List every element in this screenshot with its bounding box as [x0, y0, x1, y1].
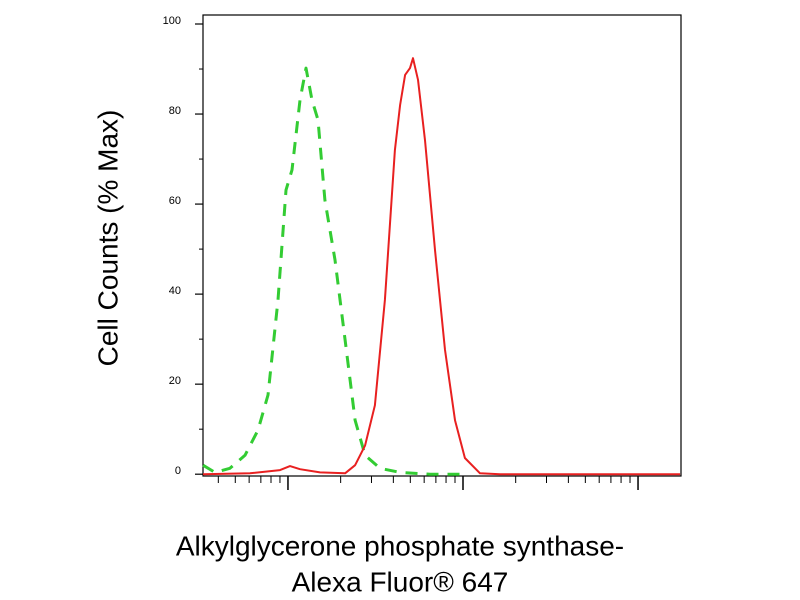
y-tick-label: 20: [169, 375, 181, 387]
x-axis-title: Alexa Fluor® 647: [292, 566, 509, 597]
y-axis-title: Cell Counts (% Max): [92, 110, 123, 367]
series-line: [202, 57, 681, 476]
plot-frame: [202, 14, 682, 477]
y-tick-label: 80: [169, 105, 181, 117]
y-tick-label: 100: [163, 15, 181, 27]
y-tick-label: 0: [175, 465, 181, 477]
y-tick-label: 60: [169, 195, 181, 207]
x-axis-title: Alkylglycerone phosphate synthase-: [176, 530, 624, 561]
y-tick-label: 40: [169, 285, 181, 297]
series-line: [202, 66, 460, 476]
